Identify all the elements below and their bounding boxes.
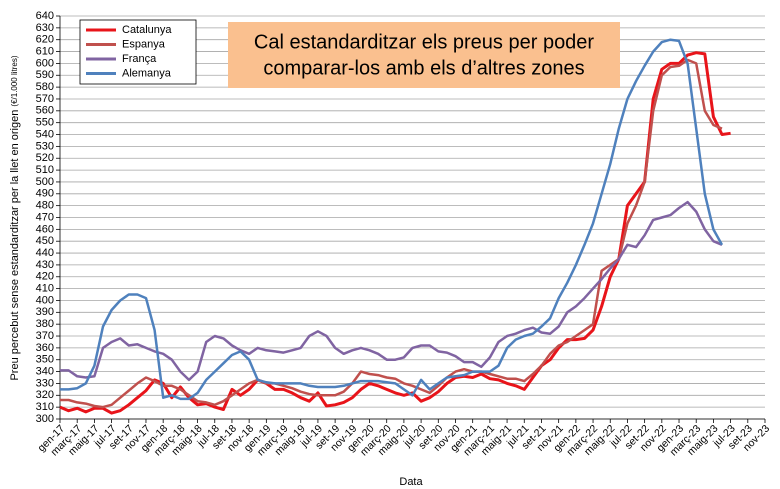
y-tick-label: 590 (36, 69, 54, 81)
y-tick-label: 540 (36, 128, 54, 140)
y-tick-label: 490 (36, 188, 54, 200)
y-tick-label: 450 (36, 235, 54, 247)
y-tick-label: 440 (36, 247, 54, 259)
y-tick-label: 560 (36, 105, 54, 117)
y-tick-label: 300 (36, 413, 54, 425)
y-tick-label: 380 (36, 318, 54, 330)
y-tick-label: 630 (36, 22, 54, 34)
y-tick-label: 620 (36, 34, 54, 46)
y-tick-label: 520 (36, 152, 54, 164)
series-line (60, 58, 723, 409)
y-tick-label: 550 (36, 117, 54, 129)
annotation-text: Cal estandarditzar els preus per poder (254, 31, 595, 53)
y-axis-label: Preu percebut sense estandarditzar per l… (9, 55, 21, 380)
legend-label: Catalunya (122, 24, 172, 36)
legend-label: Alemanya (122, 67, 172, 79)
y-tick-label: 420 (36, 271, 54, 283)
y-tick-label: 370 (36, 330, 54, 342)
y-tick-label: 640 (36, 10, 54, 22)
series-line (60, 200, 723, 382)
y-tick-label: 410 (36, 283, 54, 295)
y-tick-label: 580 (36, 81, 54, 93)
y-tick-label: 530 (36, 140, 54, 152)
x-axis-label: Data (399, 476, 423, 488)
series-line (60, 38, 724, 401)
legend-label: Espanya (122, 38, 166, 50)
y-tick-label: 470 (36, 211, 54, 223)
y-axis-label-main: Preu percebut sense estandarditzar per l… (9, 110, 21, 381)
y-tick-label: 460 (36, 223, 54, 235)
y-tick-label: 480 (36, 200, 54, 212)
y-tick-label: 570 (36, 93, 54, 105)
y-axis-unit: (€/1.000 litres) (10, 55, 19, 106)
y-tick-label: 500 (36, 176, 54, 188)
annotation-text: comparar-los amb els d’altres zones (263, 57, 584, 79)
y-tick-label: 340 (36, 365, 54, 377)
y-tick-label: 310 (36, 401, 54, 413)
y-tick-label: 320 (36, 389, 54, 401)
legend-label: França (122, 53, 157, 65)
y-tick-label: 330 (36, 377, 54, 389)
y-tick-label: 430 (36, 259, 54, 271)
y-tick-label: 510 (36, 164, 54, 176)
y-tick-label: 600 (36, 57, 54, 69)
annotation-box (228, 22, 620, 88)
y-tick-label: 350 (36, 354, 54, 366)
y-tick-label: 400 (36, 294, 54, 306)
y-tick-label: 390 (36, 306, 54, 318)
y-tick-label: 610 (36, 45, 54, 57)
y-tick-label: 360 (36, 342, 54, 354)
